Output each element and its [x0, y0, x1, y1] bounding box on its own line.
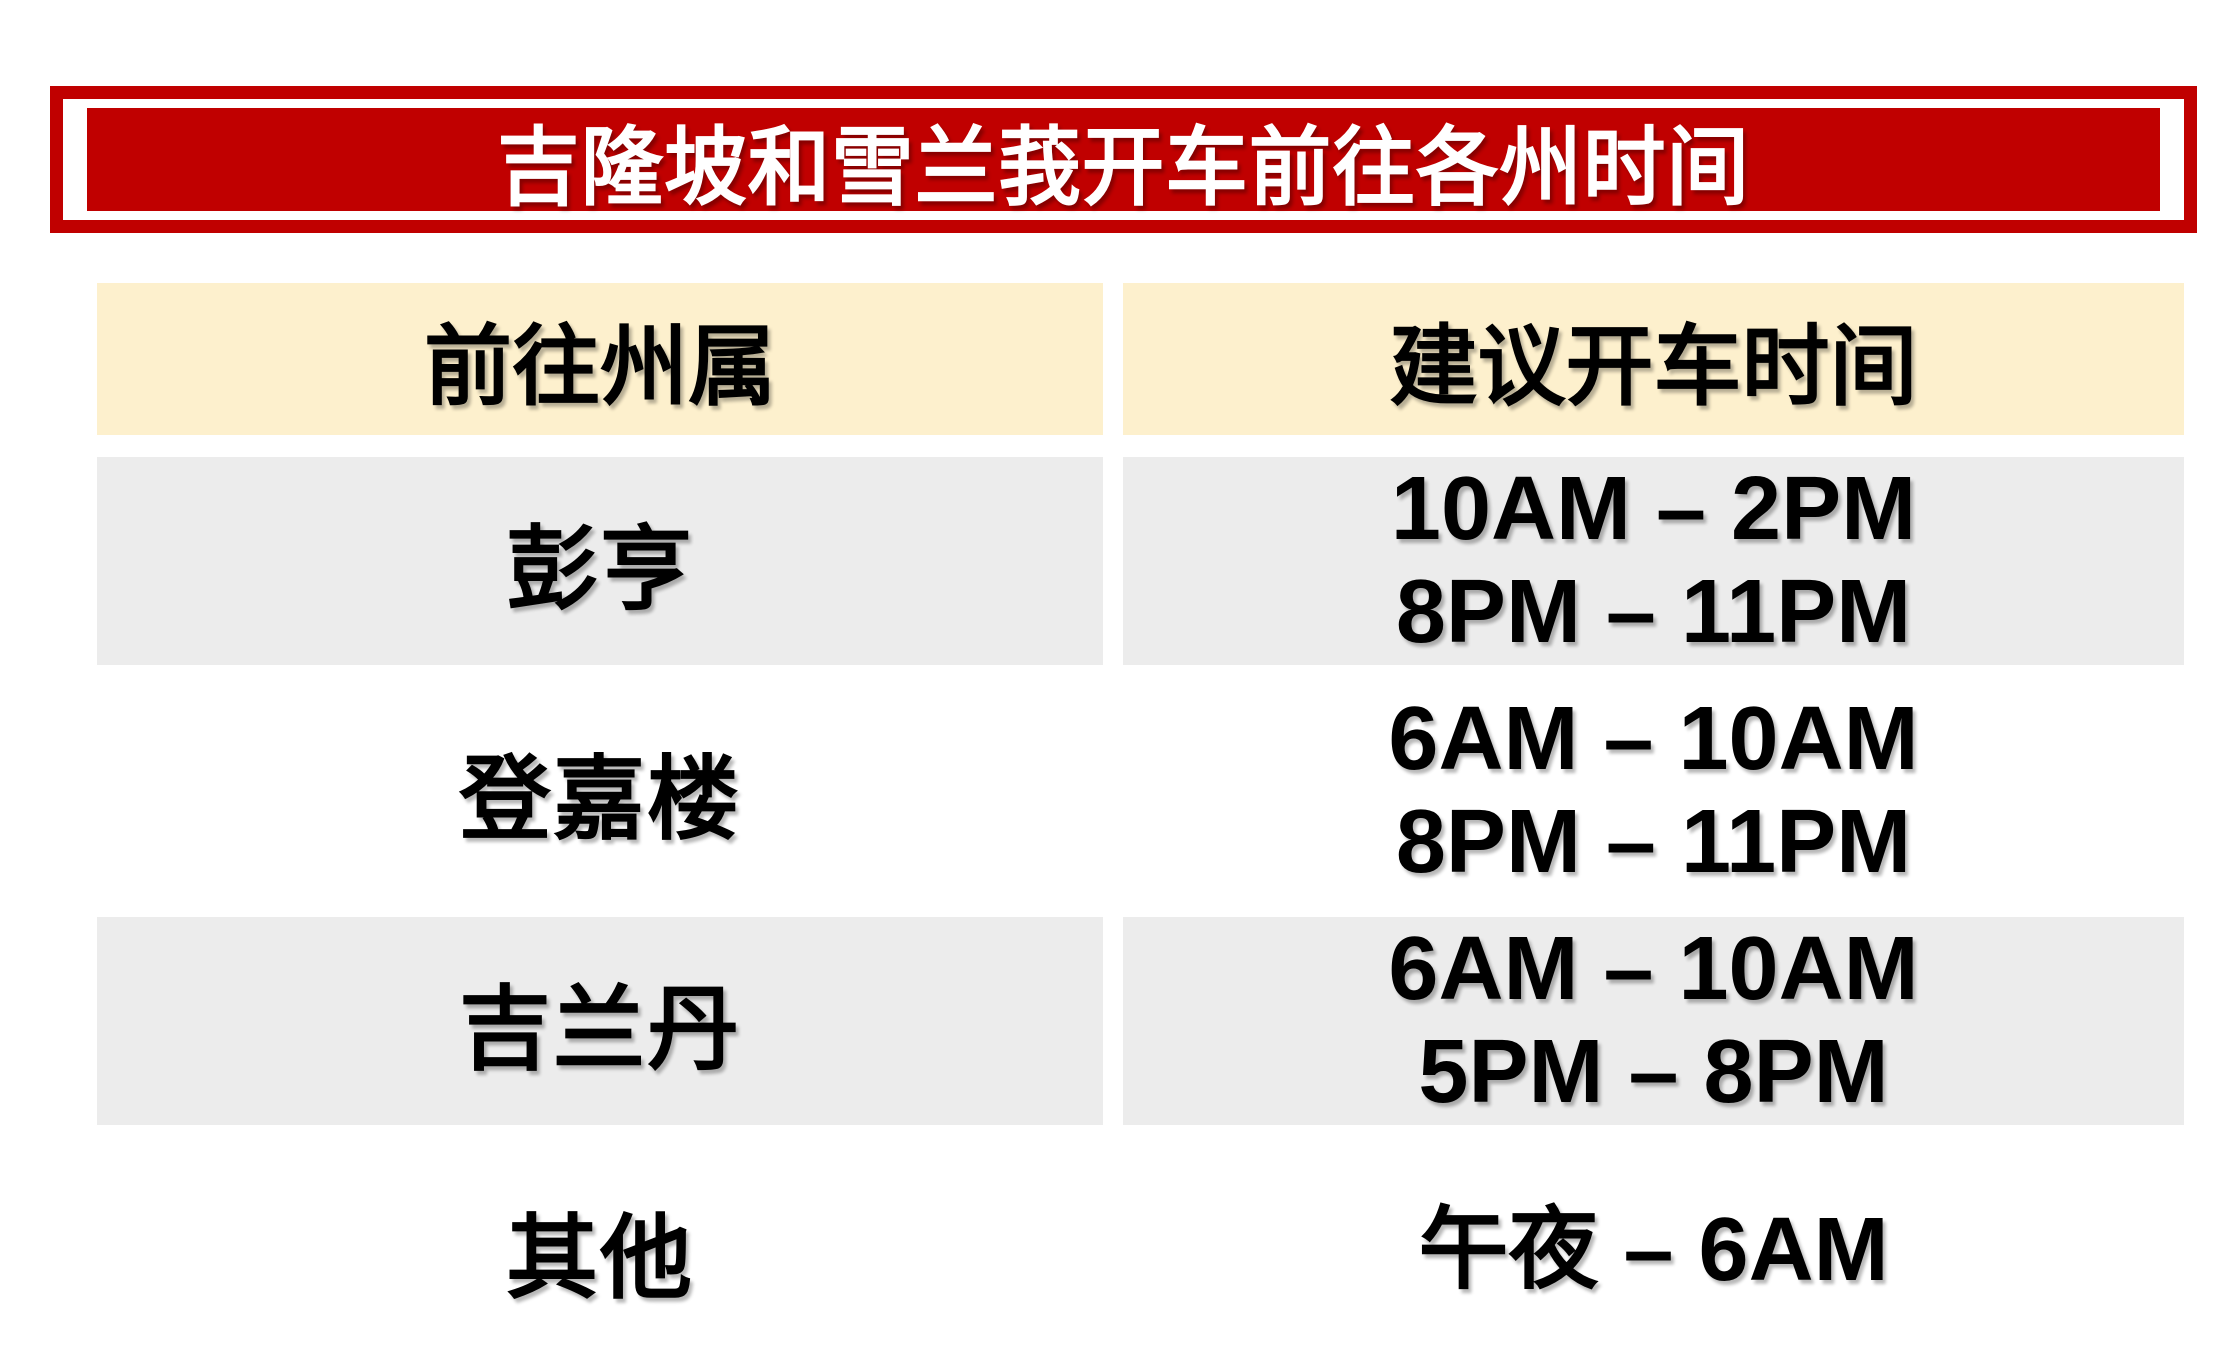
time-range: 8PM – 11PM [1395, 562, 1912, 662]
time-range: 5PM – 8PM [1418, 1022, 1889, 1122]
table-row-terengganu-state: 登嘉楼 [97, 687, 1103, 895]
table-row-others-state: 其他 [97, 1147, 1103, 1354]
page-title: 吉隆坡和雪兰莪开车前往各州时间 [497, 120, 1750, 216]
table-row-kelantan-times: 6AM – 10AM 5PM – 8PM [1123, 917, 2184, 1125]
time-range: 午夜 – 6AM [1418, 1200, 1889, 1300]
column-header-destination-state: 前往州属 [97, 283, 1103, 435]
table-row-terengganu-times: 6AM – 10AM 8PM – 11PM [1123, 687, 2184, 895]
time-range: 6AM – 10AM [1388, 919, 1919, 1019]
column-header-suggested-drive-time: 建议开车时间 [1123, 283, 2184, 435]
table-row-kelantan-state: 吉兰丹 [97, 917, 1103, 1125]
table-row-pahang-times: 10AM – 2PM 8PM – 11PM [1123, 457, 2184, 665]
time-range: 8PM – 11PM [1395, 792, 1912, 892]
time-range: 10AM – 2PM [1390, 459, 1917, 559]
title-banner: 吉隆坡和雪兰莪开车前往各州时间 [50, 86, 2197, 233]
driving-time-table: 前往州属 建议开车时间 彭亨 10AM – 2PM 8PM – 11PM 登嘉楼… [97, 283, 2184, 1354]
table-row-others-times: 午夜 – 6AM [1123, 1147, 2184, 1354]
time-range: 6AM – 10AM [1388, 689, 1919, 789]
title-banner-inner: 吉隆坡和雪兰莪开车前往各州时间 [87, 108, 2160, 216]
table-row-pahang-state: 彭亨 [97, 457, 1103, 665]
